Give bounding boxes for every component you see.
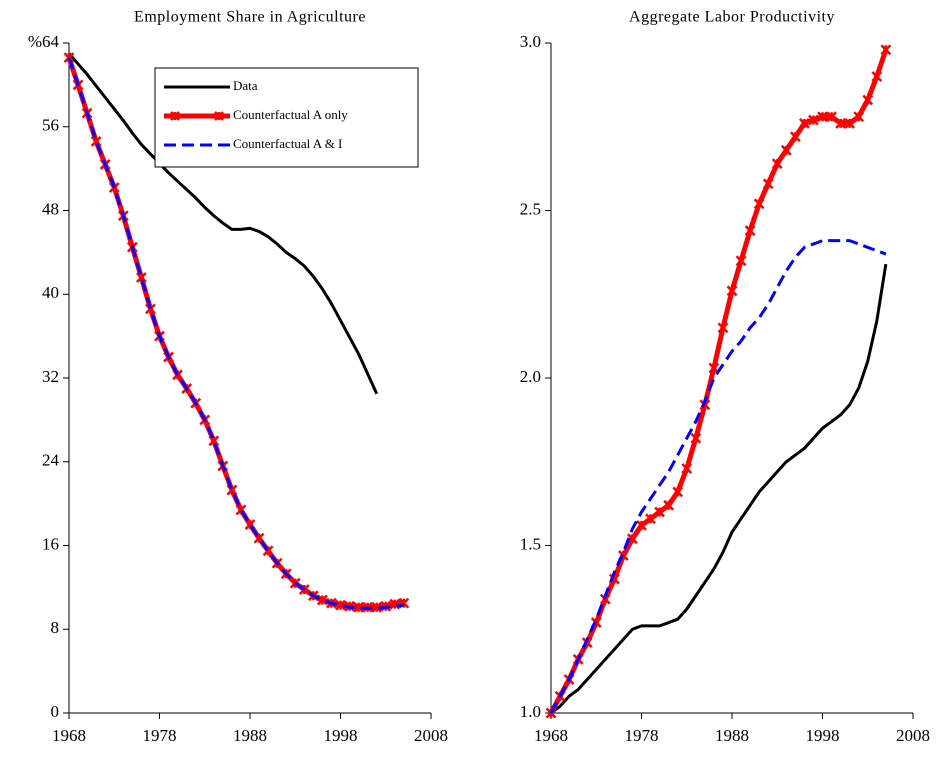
- chart-title: Aggregate Labor Productivity: [629, 9, 835, 26]
- x-tick-label: 1968: [534, 726, 568, 745]
- y-tick-label: 2.5: [520, 199, 541, 218]
- point-marker: [353, 601, 364, 613]
- series-line: [67, 52, 379, 395]
- y-tick-label: 8: [51, 618, 60, 637]
- x-tick-label: 1968: [52, 726, 86, 745]
- point-marker: [808, 114, 819, 126]
- y-tick-label: 0: [51, 702, 60, 721]
- y-tick-label: 48: [42, 199, 59, 218]
- point-marker: [862, 94, 874, 106]
- x-tick-label: 1998: [324, 726, 358, 745]
- point-marker: [835, 118, 846, 129]
- chart-title: Employment Share in Agriculture: [134, 9, 366, 26]
- point-marker: [753, 198, 765, 210]
- point-marker: [335, 599, 346, 611]
- y-tick-label: 16: [42, 534, 59, 553]
- y-tick-label: %64: [28, 32, 60, 51]
- point-marker: [853, 111, 865, 123]
- series-line: [549, 239, 887, 714]
- legend-marker: [214, 111, 224, 121]
- y-tick-label: 3.0: [520, 32, 541, 51]
- y-tick-label: 32: [42, 367, 59, 386]
- point-marker: [645, 513, 656, 525]
- y-tick-label: 24: [42, 451, 60, 470]
- y-tick-label: 2.0: [520, 367, 541, 386]
- x-tick-label: 1998: [806, 726, 840, 745]
- point-marker: [726, 285, 738, 297]
- legend-marker: [170, 111, 180, 121]
- point-marker: [735, 255, 747, 267]
- point-marker: [672, 486, 684, 498]
- point-marker: [627, 533, 638, 545]
- point-marker: [717, 322, 729, 334]
- legend-label: Data: [233, 78, 258, 93]
- point-marker: [826, 111, 837, 123]
- point-marker: [208, 435, 220, 447]
- point-marker: [799, 118, 810, 129]
- x-tick-label: 2008: [896, 726, 930, 745]
- point-marker: [844, 118, 856, 129]
- point-marker: [817, 111, 828, 123]
- x-tick-label: 1988: [715, 726, 749, 745]
- point-marker: [744, 225, 756, 236]
- y-tick-label: 1.0: [520, 702, 541, 721]
- legend-label: Counterfactual A only: [233, 107, 348, 122]
- point-marker: [789, 131, 801, 143]
- y-tick-label: 40: [42, 283, 59, 302]
- series-line: [550, 263, 888, 715]
- y-tick-label: 1.5: [520, 534, 541, 553]
- point-marker: [636, 520, 647, 531]
- x-tick-label: 2008: [414, 726, 448, 745]
- point-marker: [780, 144, 792, 156]
- point-marker: [654, 506, 665, 518]
- series-line: [67, 57, 405, 610]
- point-marker: [663, 499, 675, 511]
- series-line: [548, 48, 889, 715]
- point-marker: [371, 601, 383, 613]
- x-tick-label: 1978: [625, 726, 659, 745]
- point-marker: [690, 432, 702, 444]
- x-tick-label: 1988: [233, 726, 267, 745]
- point-marker: [762, 178, 774, 190]
- legend-label: Counterfactual A & I: [233, 136, 342, 151]
- point-marker: [681, 463, 693, 474]
- point-marker: [871, 71, 883, 82]
- point-marker: [771, 158, 783, 169]
- point-marker: [880, 44, 892, 56]
- y-tick-label: 56: [42, 116, 59, 135]
- x-tick-label: 1978: [143, 726, 177, 745]
